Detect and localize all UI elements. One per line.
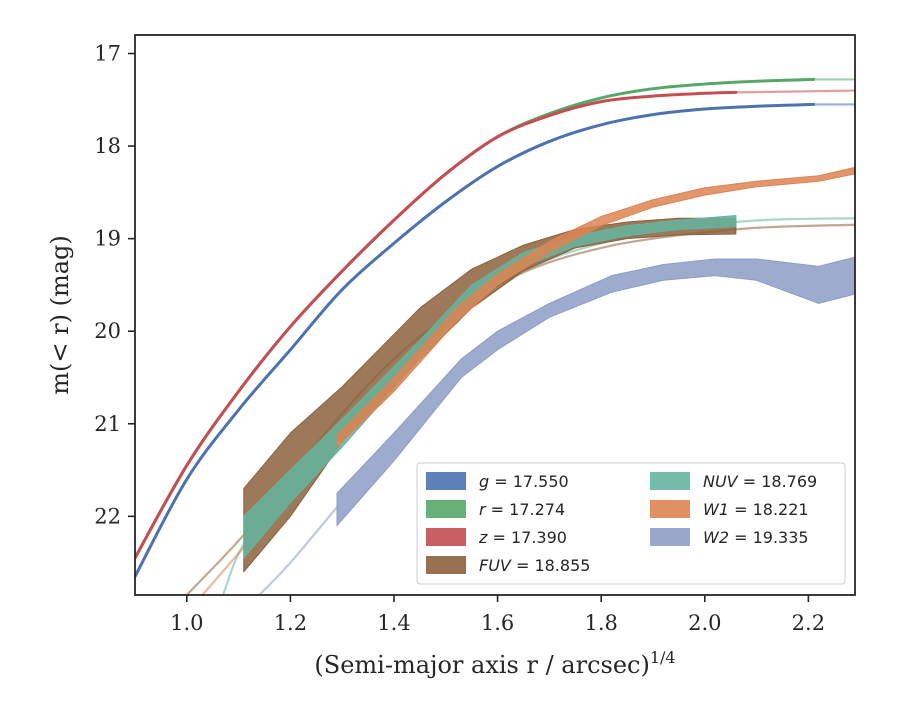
series-extension-w2 [258,505,339,595]
legend-value-w1: = 18.221 [729,500,809,519]
legend-label-w1: W1 = 18.221 [703,500,809,519]
legend-swatch-r [426,500,466,518]
y-axis-label: m(< r) (mag) [46,235,74,394]
legend-label-fuv: FUV = 18.855 [479,556,590,575]
legend-swatch-w1 [650,500,690,518]
legend-box [416,462,846,585]
legend-value-nuv: = 18.769 [738,472,818,491]
plot-frame [134,34,856,596]
legend-var-z: z [478,528,488,547]
legend-var-fuv: FUV [479,556,512,575]
legend-label-g: g = 17.550 [479,472,569,491]
x-tick-label: 1.4 [377,611,410,635]
legend-value-r: = 17.274 [486,500,566,519]
legend-swatch-g [426,472,466,490]
x-tick-label: 1.8 [584,611,617,635]
legend-label-r: r = 17.274 [479,500,565,519]
x-tick-label: 1.0 [170,611,203,635]
legend-var-g: g [479,472,489,491]
x-axis-label-exponent: 1/4 [650,648,676,667]
legend-var-w1: W1 [703,500,729,519]
legend-swatch-w2 [650,528,690,546]
legend-swatch-nuv [650,472,690,490]
y-tick-label: 21 [94,412,121,436]
legend-value-w2: = 19.335 [729,528,809,547]
legend-value-g: = 17.550 [489,472,569,491]
legend-var-r: r [479,500,487,519]
legend-value-fuv: = 18.855 [511,556,591,575]
y-axis-ticks: 17 18 19 20 21 22 [94,42,135,528]
y-tick-label: 19 [94,227,121,251]
plot-data [135,77,855,595]
y-tick-label: 20 [94,319,121,343]
x-tick-label: 1.6 [481,611,514,635]
y-tick-label: 17 [94,42,121,66]
legend-value-z: = 17.390 [487,528,567,547]
series-extension-z [734,89,855,94]
y-tick-label: 22 [94,504,121,528]
legend-label-nuv: NUV = 18.769 [703,472,817,491]
legend-var-w2: W2 [703,528,729,547]
x-axis-label: (Semi-major axis r / arcsec)1/4 [314,648,675,679]
legend-var-nuv: NUV [703,472,739,491]
series-line-z [135,90,738,560]
series-line-g [135,102,816,578]
legend-swatch-z [426,528,466,546]
series-band-w2 [336,256,855,527]
x-tick-label: 1.2 [274,611,307,635]
legend-label-z: z = 17.390 [478,528,567,547]
legend-label-w2: W2 = 19.335 [703,528,809,547]
x-tick-label: 2.0 [688,611,721,635]
x-tick-label: 2.2 [792,611,825,635]
series-band-w1 [336,166,855,448]
x-axis-ticks: 1.0 1.2 1.4 1.6 1.8 2.0 2.2 [170,595,825,635]
x-axis-label-main: (Semi-major axis r / arcsec) [314,651,649,679]
legend-swatch-fuv [426,556,466,574]
y-tick-label: 18 [94,134,121,158]
